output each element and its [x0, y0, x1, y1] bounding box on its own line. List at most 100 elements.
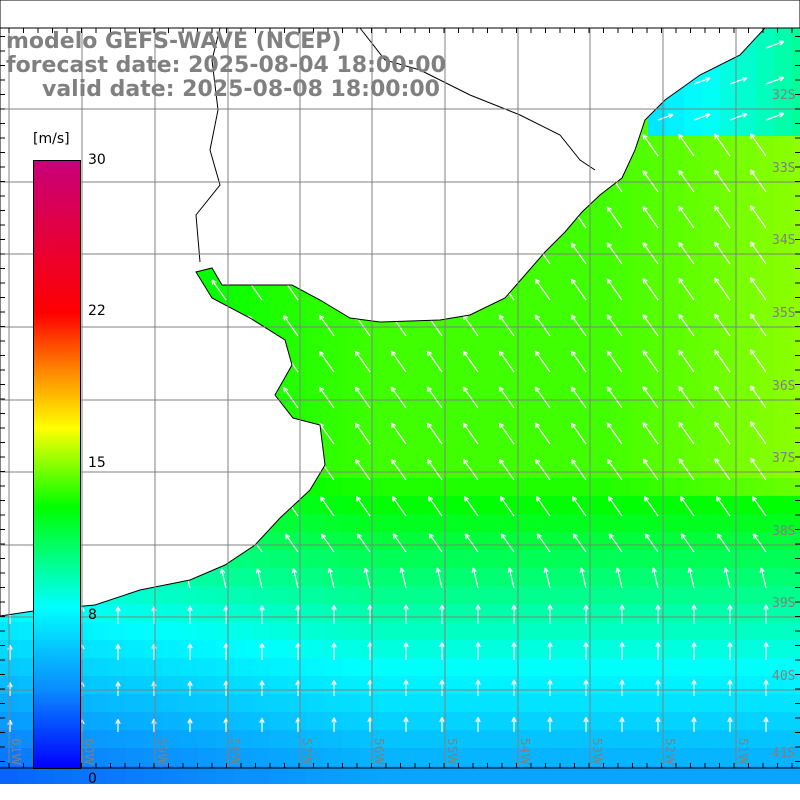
wind-speed-cell: [414, 712, 432, 730]
wind-arrow: [571, 459, 587, 481]
wind-speed-cell: [378, 352, 396, 370]
wind-arrow-head: [668, 113, 674, 116]
wind-arrow: [678, 206, 695, 229]
wind-speed-cell: [108, 640, 126, 658]
lat-label: 33S: [772, 161, 795, 176]
wind-speed-cell: [126, 640, 144, 658]
wind-arrow-head: [714, 314, 717, 320]
wind-speed-cell: [684, 334, 702, 352]
wind-speed-cell: [360, 586, 378, 604]
wind-speed-cell: [18, 712, 36, 730]
wind-arrow: [642, 134, 659, 157]
wind-speed-cell: [738, 676, 756, 694]
wind-speed-cell: [792, 388, 800, 406]
wind-speed-cell: [126, 658, 144, 676]
wind-speed-cell: [648, 388, 666, 406]
wind-speed-cell: [666, 370, 684, 388]
wind-speed-cell: [378, 568, 396, 586]
wind-arrow: [608, 533, 623, 553]
wind-speed-cell: [198, 604, 216, 622]
wind-speed-cell: [666, 280, 684, 298]
wind-speed-cell: [792, 496, 800, 514]
wind-arrow-head: [615, 567, 618, 573]
wind-speed-cell: [630, 442, 648, 460]
wind-speed-cell: [720, 676, 738, 694]
wind-arrow-head: [572, 533, 575, 539]
wind-arrow-head: [499, 496, 502, 502]
wind-speed-cell: [630, 460, 648, 478]
wind-arrow: [750, 205, 767, 229]
wind-arrow-head: [714, 350, 717, 356]
wind-arrow-head: [498, 422, 501, 429]
wind-speed-cell: [612, 496, 630, 514]
wind-speed-cell: [648, 442, 666, 460]
wind-arrow: [464, 533, 479, 553]
wind-arrow-head: [729, 604, 733, 610]
wind-speed-cell: [396, 496, 414, 514]
wind-speed-cell: [504, 676, 522, 694]
wind-speed-cell: [558, 460, 576, 478]
wind-speed-cell: [414, 406, 432, 424]
wind-speed-cell: [792, 370, 800, 388]
wind-speed-cell: [252, 586, 270, 604]
wind-arrow-head: [763, 604, 767, 610]
wind-arrow-head: [115, 644, 119, 650]
wind-speed-cell: [666, 316, 684, 334]
wind-speed-cell: [288, 316, 306, 334]
wind-speed-cell: [360, 424, 378, 442]
wind-speed-cell: [414, 676, 432, 694]
wind-speed-cell: [630, 604, 648, 622]
wind-speed-cell: [648, 694, 666, 712]
wind-speed-cell: [504, 370, 522, 388]
wind-speed-cell: [252, 550, 270, 568]
wind-speed-cell: [342, 334, 360, 352]
wind-speed-cell: [558, 622, 576, 640]
wind-arrow-head: [714, 278, 717, 284]
wind-speed-cell: [684, 748, 702, 766]
wind-speed-cell: [684, 622, 702, 640]
wind-speed-cell: [450, 442, 468, 460]
wind-speed-cell: [468, 352, 486, 370]
wind-speed-cell: [396, 388, 414, 406]
wind-speed-cell: [486, 730, 504, 748]
wind-speed-cell: [450, 550, 468, 568]
wind-arrow-head: [513, 717, 517, 723]
wind-speed-cell: [684, 496, 702, 514]
wind-arrow-head: [727, 717, 731, 723]
wind-speed-cell: [666, 694, 684, 712]
wind-arrow-head: [189, 643, 193, 649]
wind-speed-cell: [432, 370, 450, 388]
wind-arrow-head: [319, 422, 325, 427]
wind-speed-cell: [342, 640, 360, 658]
wind-arrow-head: [390, 422, 393, 429]
wind-speed-cell: [720, 424, 738, 442]
wind-arrow-head: [403, 604, 407, 610]
wind-speed-cell: [738, 586, 756, 604]
wind-speed-cell: [666, 424, 684, 442]
wind-arrow: [760, 567, 767, 589]
wind-speed-cell: [720, 136, 738, 154]
wind-arrow-head: [606, 422, 612, 426]
wind-speed-cell: [684, 244, 702, 262]
wind-speed-cell: [792, 208, 800, 226]
wind-arrow-head: [607, 458, 613, 463]
wind-speed-cell: [342, 676, 360, 694]
wind-speed-cell: [630, 622, 648, 640]
wind-speed-cell: [738, 748, 756, 766]
wind-speed-cell: [126, 676, 144, 694]
wind-speed-cell: [612, 424, 630, 442]
wind-speed-cell: [324, 406, 342, 424]
wind-speed-cell: [522, 676, 540, 694]
wind-arrow: [391, 496, 407, 517]
wind-arrow-head: [729, 642, 733, 648]
wind-speed-cell: [414, 442, 432, 460]
wind-speed-cell: [378, 550, 396, 568]
wind-arrow: [463, 496, 479, 517]
wind-arrow-head: [9, 682, 13, 688]
wind-speed-cell: [90, 640, 108, 658]
wind-speed-cell: [558, 514, 576, 532]
wind-speed-cell: [414, 514, 432, 532]
wind-speed-cell: [720, 406, 738, 424]
wind-arrow-head: [583, 604, 587, 610]
wind-speed-cell: [234, 766, 252, 784]
